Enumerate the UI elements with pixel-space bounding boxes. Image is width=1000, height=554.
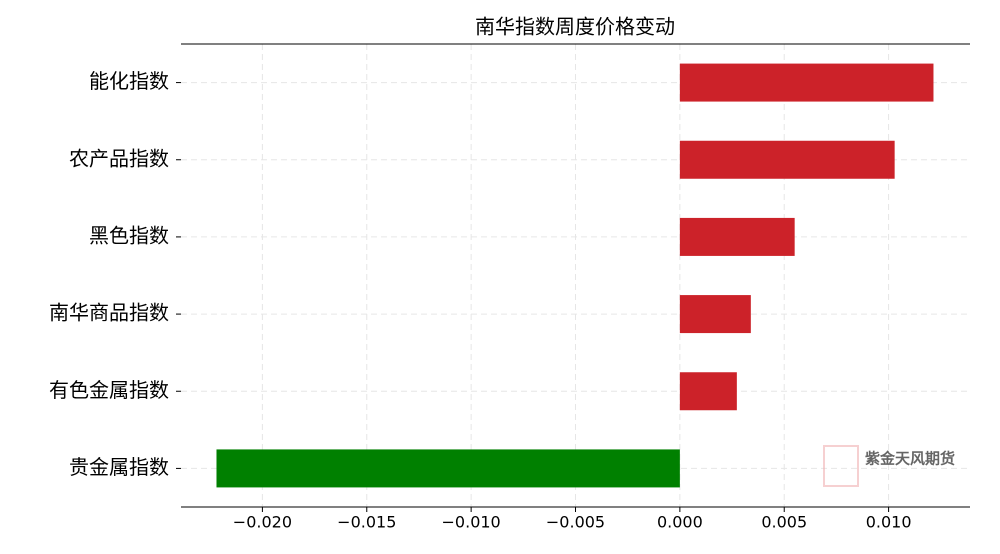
bar bbox=[679, 63, 934, 102]
x-tick-label: −0.015 bbox=[337, 513, 396, 532]
bar bbox=[679, 217, 795, 256]
chart-title: 南华指数周度价格变动 bbox=[475, 15, 675, 39]
y-tick-label: 南华商品指数 bbox=[49, 301, 169, 325]
y-tick-label: 贵金属指数 bbox=[69, 455, 169, 479]
y-tick-label: 农产品指数 bbox=[69, 146, 169, 170]
x-tick-label: 0.005 bbox=[761, 513, 807, 532]
x-tick-label: −0.010 bbox=[442, 513, 501, 532]
y-tick-label: 有色金属指数 bbox=[49, 378, 169, 402]
bar bbox=[679, 295, 751, 334]
bar bbox=[679, 372, 737, 411]
watermark: 紫金天风期货 bbox=[865, 450, 955, 468]
bar bbox=[679, 140, 895, 179]
x-tick-label: 0.010 bbox=[866, 513, 912, 532]
y-tick-label: 黑色指数 bbox=[89, 223, 169, 247]
watermark-logo bbox=[823, 445, 859, 487]
y-tick-label: 能化指数 bbox=[89, 69, 169, 93]
x-tick-label: 0.000 bbox=[657, 513, 703, 532]
x-tick-label: −0.005 bbox=[546, 513, 605, 532]
bar bbox=[216, 449, 680, 488]
x-tick-label: −0.020 bbox=[233, 513, 292, 532]
